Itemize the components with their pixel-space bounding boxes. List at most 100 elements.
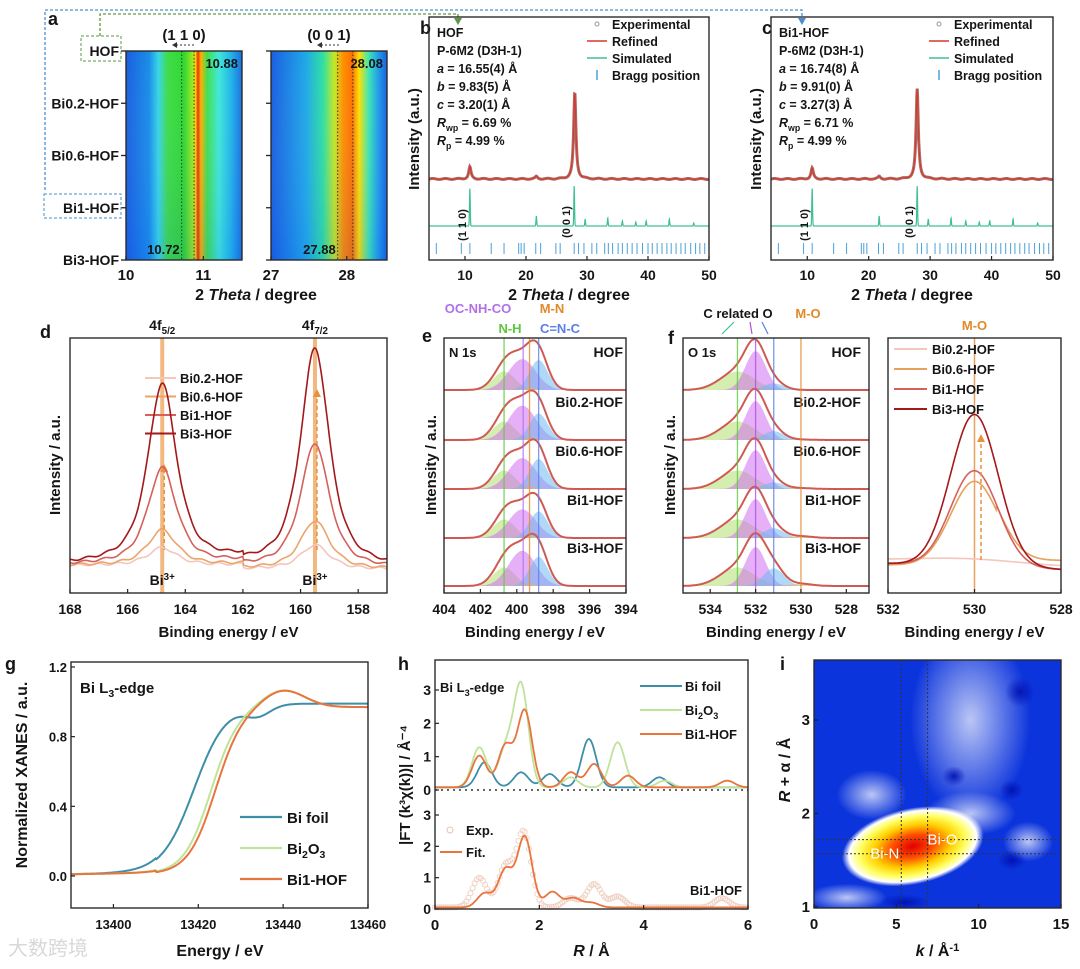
component-label: M-O xyxy=(795,306,820,321)
sample-label: Bi0.2-HOF xyxy=(555,394,623,410)
legend-label: Simulated xyxy=(954,52,1014,66)
sample-label: Bi0.2-HOF xyxy=(793,394,861,410)
x-axis-title: R / Å xyxy=(573,941,610,960)
x-axis-title-part: -1 xyxy=(949,942,959,954)
arrow-left-icon xyxy=(172,42,177,48)
x-tick-label: 0 xyxy=(431,917,439,934)
x-axis-title: Binding energy / eV xyxy=(465,624,605,641)
lattice-parameter-part: R xyxy=(779,116,788,130)
envelope-curve xyxy=(683,437,869,490)
x-axis-title-part: 2 xyxy=(195,287,208,304)
fit-component xyxy=(444,360,626,390)
fit-component xyxy=(683,383,869,390)
x-tick-label: 166 xyxy=(116,601,140,617)
y-tick-label: 0.0 xyxy=(49,869,67,884)
envelope-curve xyxy=(444,339,626,391)
x-axis-title-part: Theta xyxy=(521,287,564,304)
envelope-curve xyxy=(444,389,626,441)
fit-component xyxy=(444,421,626,440)
watermark-logo: 大数跨境 xyxy=(8,937,88,960)
lattice-parameter: b = 9.83(5) Å xyxy=(437,79,511,94)
fit-component xyxy=(683,470,869,489)
y-tick-label: 0.8 xyxy=(49,730,67,745)
x-axis-title: 2 Theta / degree xyxy=(195,287,317,304)
x-tick-label: 168 xyxy=(58,601,82,617)
x-tick-label: 160 xyxy=(289,601,313,617)
exp-legend-marker-icon xyxy=(446,826,454,834)
lattice-parameter: a = 16.74(8) Å xyxy=(779,61,859,76)
sample-label: HOF xyxy=(89,43,119,59)
component-label: M-N xyxy=(540,301,565,316)
core-level-label: O 1s xyxy=(688,345,716,360)
x-axis-title-part: k xyxy=(916,943,926,960)
x-axis-title: Binding energy / eV xyxy=(706,624,846,641)
x-axis-title-part: / degree xyxy=(564,287,630,304)
y-axis-title: |FT (k³χ(k))| / Å⁻⁴ xyxy=(397,725,414,845)
lattice-parameter-part: p xyxy=(788,141,793,151)
envelope-curve xyxy=(683,338,869,391)
hkl-label: (1 1 0) xyxy=(162,27,205,44)
pointer-arrow xyxy=(749,321,753,335)
sample-label: Bi0.6-HOF xyxy=(555,443,623,459)
legend-label-part: O xyxy=(308,841,320,858)
bond-label: Bi-O xyxy=(927,832,957,849)
hkl-label: (0 0 1) xyxy=(307,27,350,44)
connector-hof xyxy=(99,13,459,36)
hkl-label: (1 1 0) xyxy=(799,209,811,241)
fit-component xyxy=(444,511,626,538)
xanes-curve xyxy=(70,689,368,876)
peak-label-part: 5/2 xyxy=(162,326,176,337)
panel-letter-e: e xyxy=(422,326,432,346)
legend-label: Bi0.6-HOF xyxy=(932,362,995,377)
fit-component xyxy=(444,583,626,586)
x-tick-label: 11 xyxy=(195,267,211,284)
plot-frame xyxy=(443,337,627,594)
sample-label: Bi0.6-HOF xyxy=(51,148,119,164)
panel-letter-i: i xyxy=(780,654,785,674)
x-tick-label: 13440 xyxy=(265,917,301,932)
component-group-label: C related O xyxy=(703,306,772,321)
arrow-down-icon xyxy=(454,18,462,25)
plot-frame xyxy=(69,337,388,594)
wavelet-lobe xyxy=(814,883,887,908)
wavelet-hotspot xyxy=(841,806,984,887)
y-tick-label: 3 xyxy=(802,712,810,729)
legend-label: Bi1-HOF xyxy=(180,408,232,423)
fit-component xyxy=(444,557,626,586)
lattice-parameter-part: c xyxy=(779,98,786,112)
x-tick-label: 40 xyxy=(640,267,656,283)
y-tick-label: 0.4 xyxy=(49,799,68,814)
oxidation-state-label-part: Bi xyxy=(150,572,164,588)
fit-curve xyxy=(435,834,748,909)
x-axis-title-part: / degree xyxy=(251,287,317,304)
legend-label-part: 3 xyxy=(320,849,326,861)
connector-bi1hof xyxy=(44,9,803,190)
sample-name: Bi1-HOF xyxy=(779,26,829,40)
envelope-curve xyxy=(683,532,869,587)
panel-letter-a: a xyxy=(48,9,59,29)
legend-label: Bi2O3 xyxy=(287,841,326,861)
xanes-curve xyxy=(70,689,368,876)
x-tick-label: 30 xyxy=(922,267,938,283)
legend-label-part: Bi1-HOF xyxy=(685,727,737,742)
sample-label: Bi1-HOF xyxy=(567,492,623,508)
fit-component xyxy=(444,486,626,489)
exp-data-point xyxy=(605,895,612,902)
x-tick-label: 6 xyxy=(744,917,752,934)
wavelet-minimum xyxy=(999,780,1024,801)
wavelet-lobe xyxy=(910,660,1031,815)
component-label: OC-NH-CO xyxy=(445,301,511,316)
lattice-parameter-part: = 16.74(8) Å xyxy=(786,61,859,76)
pointer-arrow xyxy=(761,321,769,335)
sample-label: Bi0.2-HOF xyxy=(51,95,119,111)
x-tick-label: 15 xyxy=(1053,916,1070,933)
fit-component xyxy=(444,387,626,390)
x-tick-label: 10 xyxy=(799,267,815,283)
x-tick-label: 398 xyxy=(542,601,566,617)
panel-letter-d: d xyxy=(40,322,51,342)
arrow-left-icon xyxy=(317,42,322,48)
legend-label-part: Bi foil xyxy=(287,810,329,827)
x-axis-title: 2 Theta / degree xyxy=(508,287,630,304)
x-tick-label: 28 xyxy=(338,267,355,284)
fit-component xyxy=(683,482,869,489)
